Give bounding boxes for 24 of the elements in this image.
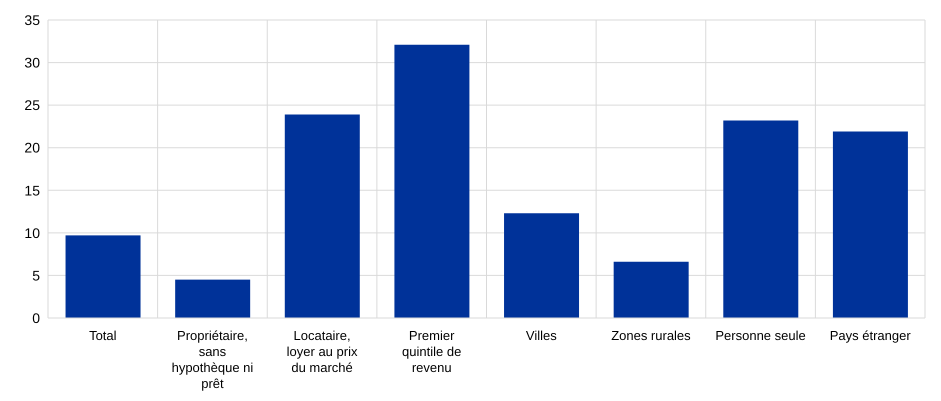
x-tick-label: Personne seule [715,328,806,343]
bar [723,120,798,318]
bar [614,262,689,318]
bar [175,280,250,318]
y-tick-label: 10 [24,224,40,241]
x-tick-label: Zones rurales [611,328,692,343]
y-tick-label: 5 [32,267,40,284]
x-tick-label: Pays étranger [830,328,912,343]
y-tick-label: 35 [24,12,40,28]
bar [504,213,580,318]
y-tick-label: 25 [24,97,40,114]
x-tick-label: Locataire, loyer au prix du marché [286,328,358,375]
x-tick-label: Propriétaire, sans hypothèque ni prêt [172,328,254,391]
x-tick-label: Total [89,328,117,343]
y-tick-label: 20 [24,140,40,156]
bar [66,235,141,318]
bar [394,44,470,318]
bar [832,132,908,318]
x-tick-label: Villes [526,328,558,343]
y-tick-label: 0 [32,310,40,326]
y-tick-label: 15 [24,182,40,198]
bar [284,114,360,318]
y-tick-label: 30 [24,54,40,71]
x-tick-label: Premier quintile de revenu [402,328,462,375]
